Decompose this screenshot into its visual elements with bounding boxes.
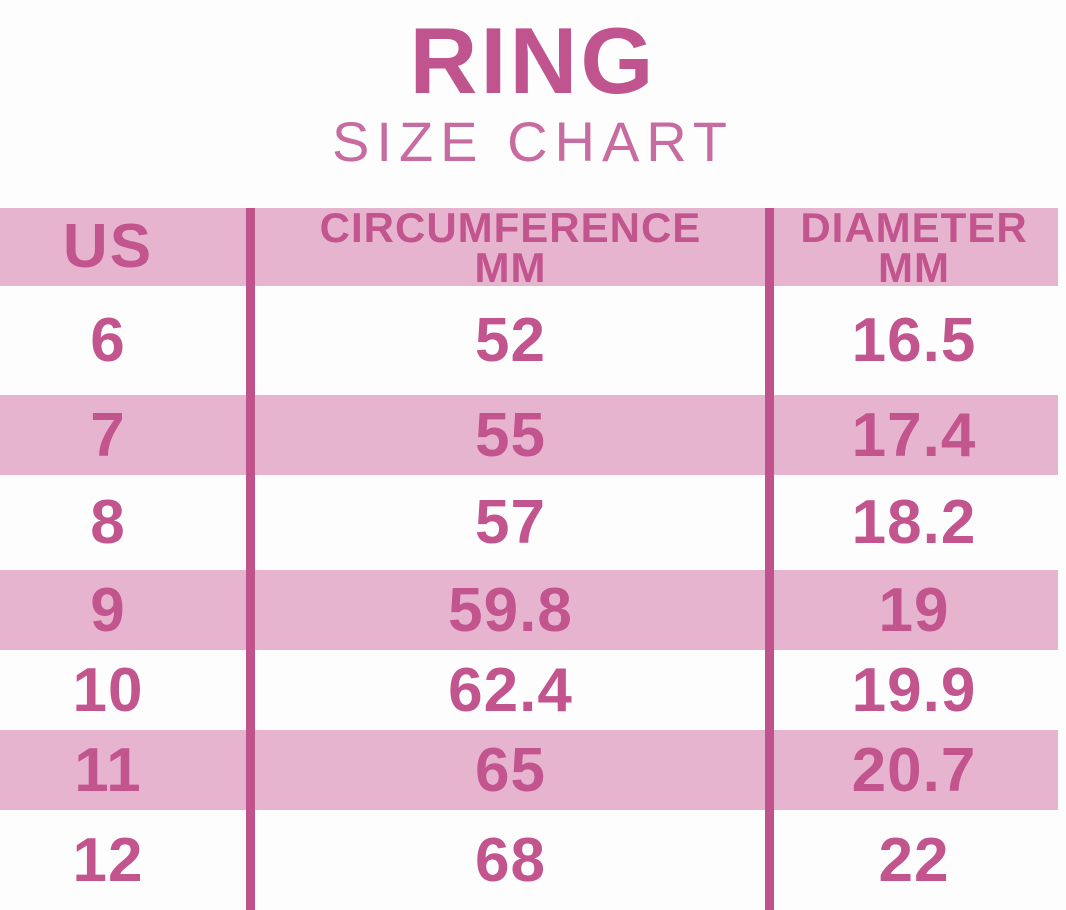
- us-size-cell: 6: [90, 306, 126, 375]
- circumference-cell: 65: [475, 735, 546, 805]
- diameter-cell: 17.4: [851, 400, 977, 470]
- table-row: 9 59.8 19: [0, 570, 1058, 650]
- us-size-cell: 11: [74, 735, 142, 805]
- table-header-row: US CIRCUMFERENCE MM DIAMETER MM: [0, 204, 1058, 291]
- diameter-cell: 22: [878, 825, 950, 895]
- table-row: 12 68 22: [0, 810, 1058, 910]
- column-header-us: US: [0, 212, 251, 282]
- circumference-cell: 59.8: [448, 575, 573, 645]
- table-row: 7 55 17.4: [0, 395, 1058, 475]
- diameter-cell: 18.2: [851, 488, 977, 557]
- diameter-cell: 16.5: [851, 306, 977, 375]
- diameter-cell: 20.7: [851, 735, 977, 805]
- table-row: 10 62.4 19.9: [0, 650, 1058, 730]
- circumference-cell: 62.4: [448, 655, 573, 725]
- column-divider: [246, 208, 255, 910]
- column-header-circumference-line2: MM: [474, 243, 547, 291]
- column-header-diameter-line1: DIAMETER: [800, 204, 1028, 251]
- us-size-cell: 8: [90, 488, 126, 557]
- table-row: 6 52 16.5: [0, 286, 1058, 395]
- column-header-circumference-line1: CIRCUMFERENCE: [319, 204, 702, 251]
- circumference-cell: 52: [475, 306, 546, 375]
- column-header-us-label: US: [62, 212, 154, 282]
- us-size-cell: 7: [90, 400, 126, 470]
- table-row: 8 57 18.2: [0, 475, 1058, 570]
- table-row: 11 65 20.7: [0, 730, 1058, 810]
- circumference-cell: 57: [475, 488, 546, 557]
- us-size-cell: 9: [90, 575, 126, 645]
- circumference-cell: 55: [475, 400, 546, 470]
- ring-size-table: US CIRCUMFERENCE MM DIAMETER MM 6 52 16.…: [0, 204, 1058, 910]
- page-title: RING: [409, 8, 657, 113]
- us-size-cell: 10: [72, 655, 144, 725]
- column-header-diameter-line2: MM: [878, 243, 950, 291]
- chart-header: RING SIZE CHART: [0, 0, 1066, 170]
- diameter-cell: 19: [878, 575, 950, 645]
- diameter-cell: 19.9: [851, 655, 977, 725]
- circumference-cell: 68: [475, 825, 546, 895]
- page-subtitle: SIZE CHART: [332, 110, 734, 173]
- column-header-diameter: DIAMETER MM: [770, 204, 1058, 291]
- column-header-circumference: CIRCUMFERENCE MM: [251, 204, 770, 291]
- column-divider: [765, 208, 774, 910]
- us-size-cell: 12: [72, 825, 144, 895]
